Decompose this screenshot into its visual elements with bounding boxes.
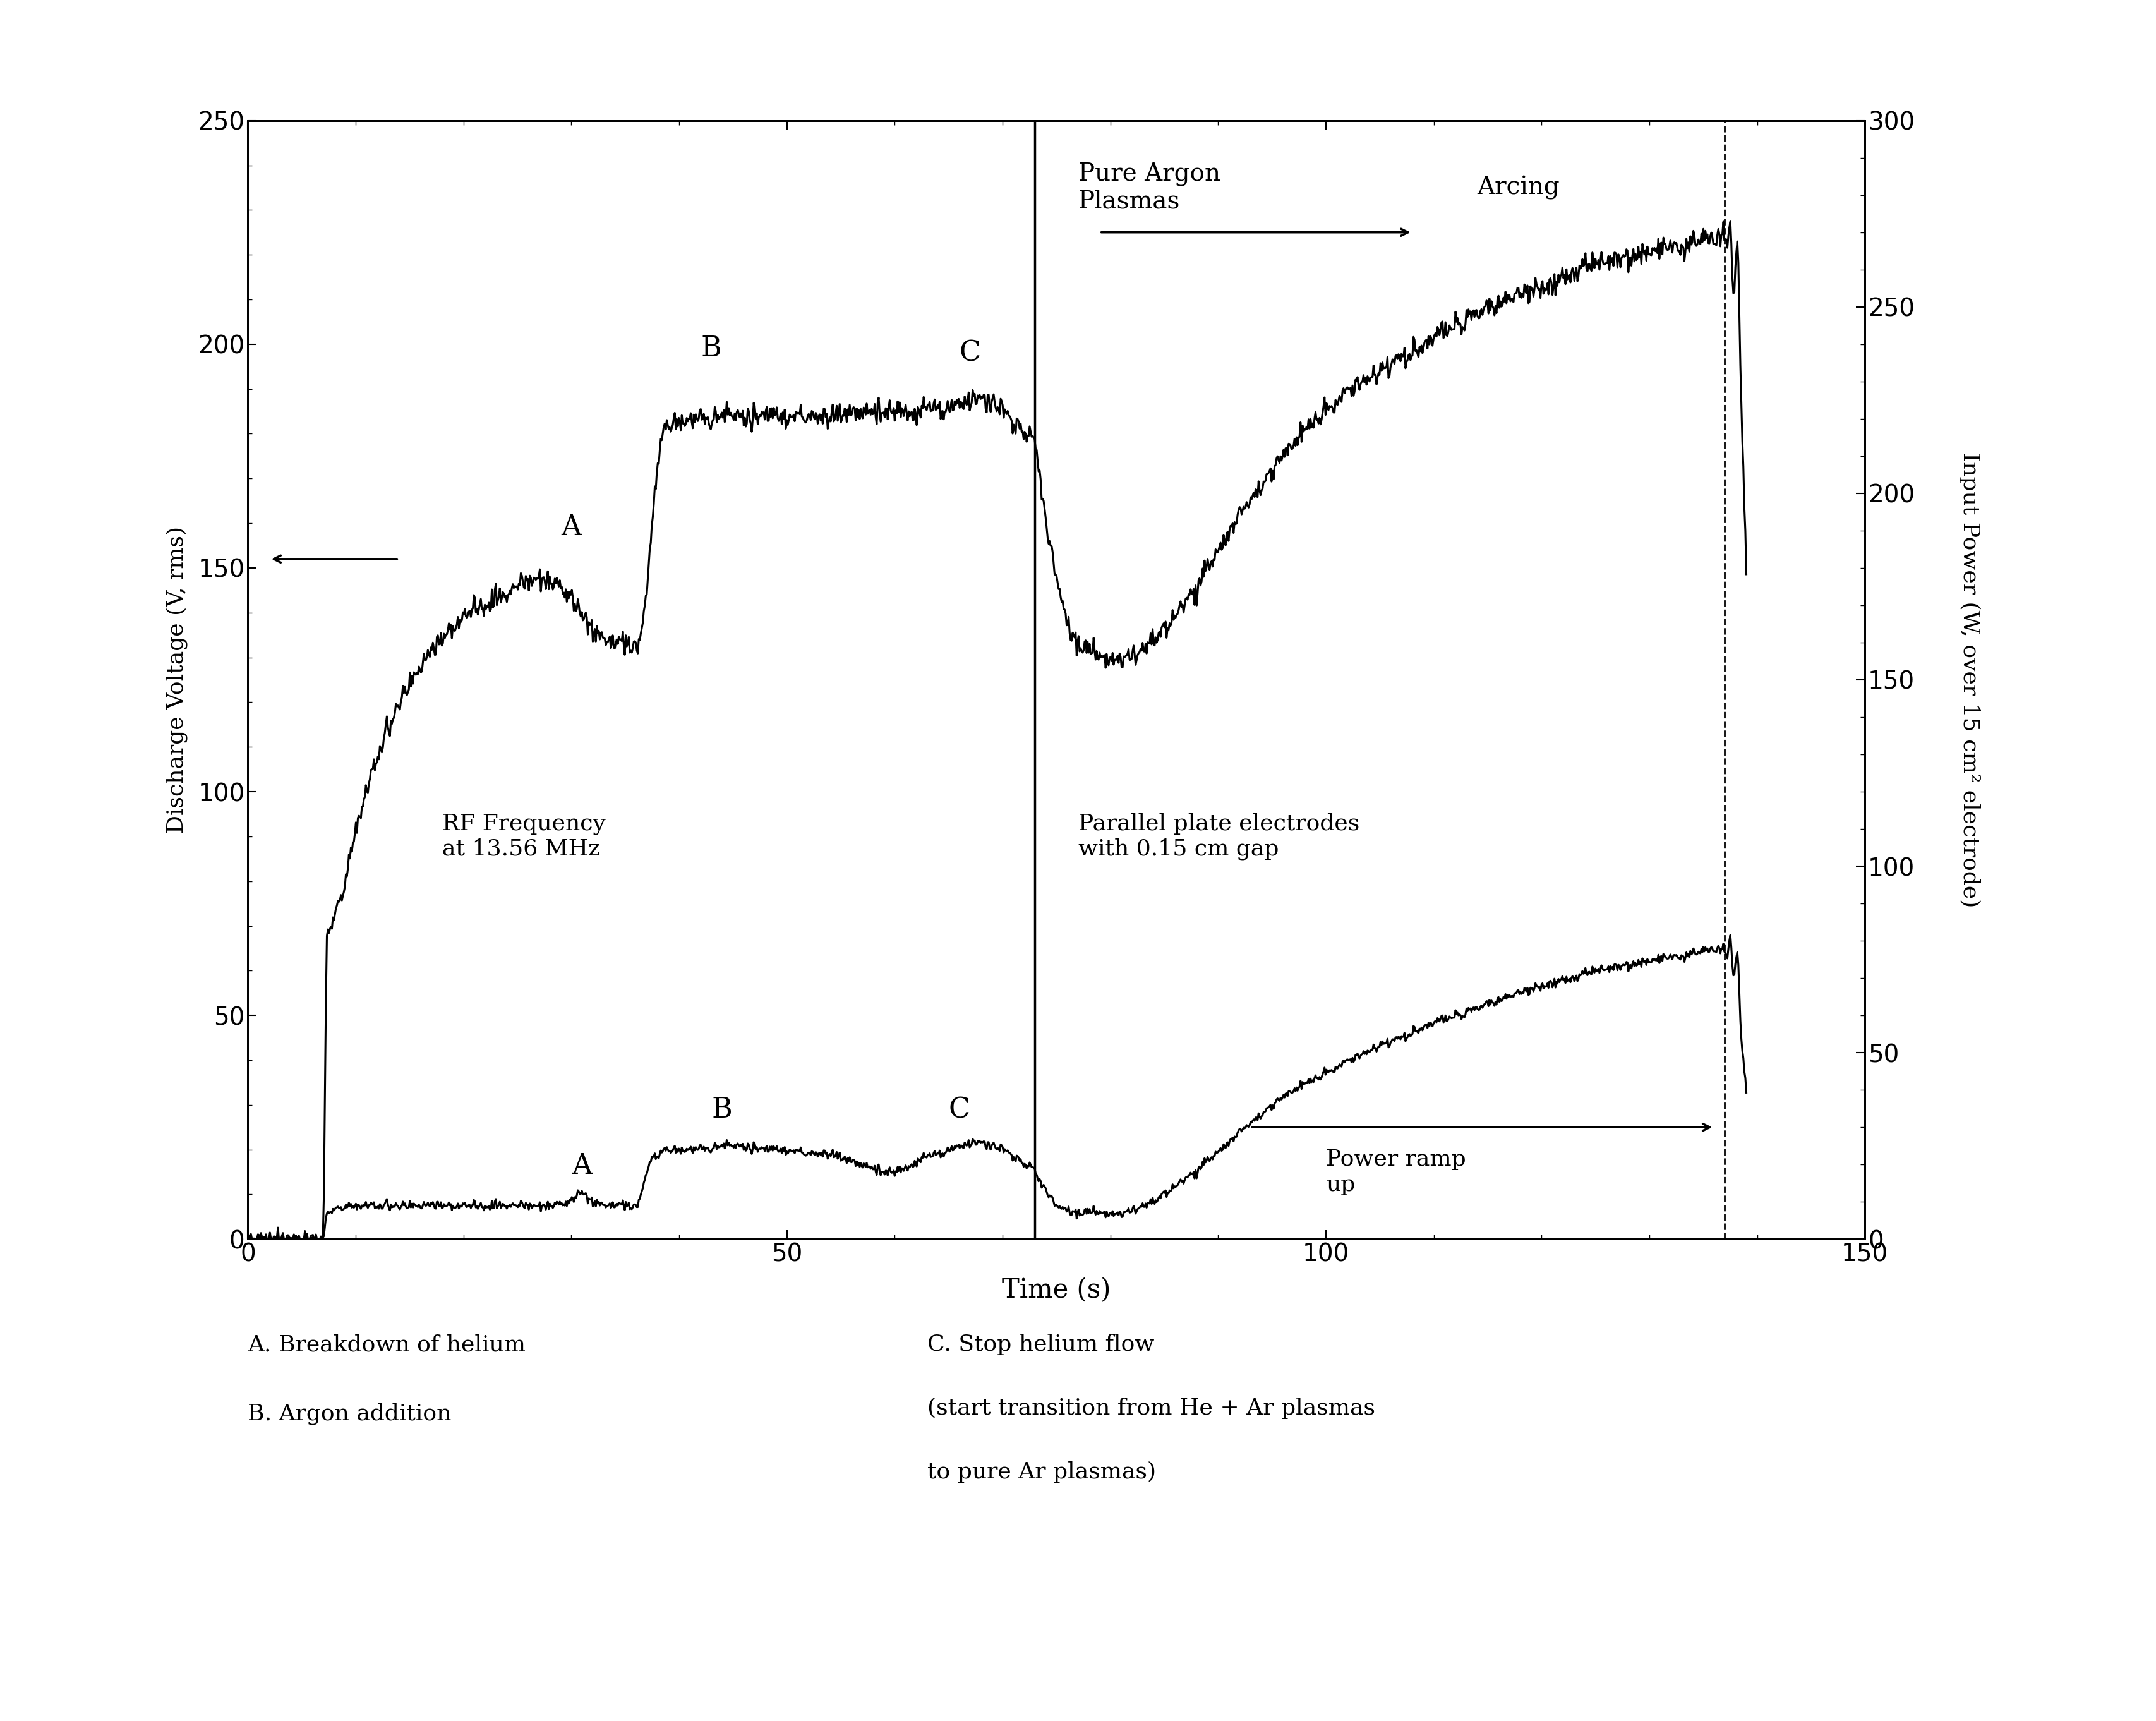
Text: Arcing: Arcing	[1477, 176, 1559, 200]
Text: Parallel plate electrodes
with 0.15 cm gap: Parallel plate electrodes with 0.15 cm g…	[1078, 812, 1358, 860]
Text: RF Frequency
at 13.56 MHz: RF Frequency at 13.56 MHz	[442, 814, 606, 859]
Text: A: A	[571, 1151, 593, 1179]
Text: Pure Argon
Plasmas: Pure Argon Plasmas	[1078, 162, 1220, 213]
Text: (start transition from He + Ar plasmas: (start transition from He + Ar plasmas	[927, 1397, 1376, 1420]
Text: A: A	[561, 515, 582, 540]
Text: A. Breakdown of helium: A. Breakdown of helium	[248, 1334, 526, 1354]
X-axis label: Time (s): Time (s)	[1003, 1277, 1110, 1303]
Text: Power ramp
up: Power ramp up	[1326, 1150, 1466, 1194]
Y-axis label: Input Power (W, over 15 cm² electrode): Input Power (W, over 15 cm² electrode)	[1960, 453, 1981, 907]
Text: C. Stop helium flow: C. Stop helium flow	[927, 1334, 1153, 1354]
Text: B: B	[701, 336, 722, 361]
Text: C: C	[949, 1096, 970, 1124]
Text: to pure Ar plasmas): to pure Ar plasmas)	[927, 1461, 1156, 1484]
Text: B: B	[711, 1096, 733, 1124]
Text: C: C	[959, 339, 981, 367]
Text: B. Argon addition: B. Argon addition	[248, 1403, 451, 1425]
Y-axis label: Discharge Voltage (V, rms): Discharge Voltage (V, rms)	[166, 527, 188, 833]
